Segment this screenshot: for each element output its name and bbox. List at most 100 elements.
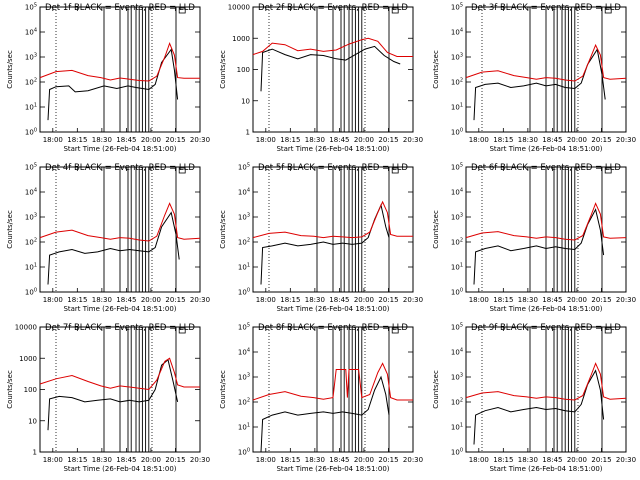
x-tick-label: 20:30 bbox=[616, 296, 636, 304]
chart-panel-2: Det 2f BLACK = Events, RED = LLD11010010… bbox=[219, 3, 423, 153]
x-tick-label: 18:45 bbox=[329, 456, 349, 464]
y-tick-label: 10 bbox=[241, 97, 250, 105]
y-tick-label: 104 bbox=[238, 188, 250, 197]
y-tick-label: 10000 bbox=[15, 324, 37, 332]
series-line-lld bbox=[252, 37, 413, 57]
series-line-events bbox=[473, 48, 606, 121]
y-tick-label: 100 bbox=[238, 288, 250, 297]
y-tick-label: 104 bbox=[238, 348, 250, 357]
series-line-events bbox=[47, 211, 180, 285]
y-tick-label: 102 bbox=[451, 398, 463, 407]
series-line-events bbox=[260, 45, 401, 92]
x-tick-label: 18:15 bbox=[280, 136, 300, 144]
x-tick-label: 20:30 bbox=[190, 296, 210, 304]
x-tick-label: 20:00 bbox=[354, 136, 374, 144]
x-tick-label: 18:30 bbox=[305, 456, 325, 464]
chart-panel-4: Det 4f BLACK = Events, RED = LLD10010110… bbox=[6, 163, 210, 314]
y-tick-label: 102 bbox=[25, 238, 37, 247]
x-tick-label: 18:45 bbox=[116, 136, 136, 144]
x-tick-label: 18:15 bbox=[493, 456, 513, 464]
x-axis-label: Start Time (26-Feb-04 18:51:00) bbox=[63, 145, 176, 153]
y-axis-label: Counts/sec bbox=[6, 370, 14, 409]
y-tick-label: 102 bbox=[238, 238, 250, 247]
y-tick-label: 105 bbox=[451, 3, 463, 12]
x-tick-label: 18:30 bbox=[305, 296, 325, 304]
y-axis-label: Counts/sec bbox=[6, 210, 14, 249]
x-tick-label: 18:45 bbox=[542, 136, 562, 144]
y-tick-label: 1 bbox=[33, 449, 37, 457]
x-tick-label: 18:00 bbox=[469, 136, 489, 144]
series-line-events bbox=[260, 203, 390, 285]
x-tick-label: 20:15 bbox=[165, 136, 185, 144]
y-tick-label: 101 bbox=[451, 263, 463, 272]
x-tick-label: 20:15 bbox=[165, 456, 185, 464]
x-tick-label: 18:15 bbox=[280, 296, 300, 304]
series-line-lld bbox=[39, 42, 200, 82]
legend-box bbox=[391, 7, 399, 14]
y-tick-label: 101 bbox=[25, 263, 37, 272]
x-tick-label: 18:30 bbox=[518, 296, 538, 304]
y-axis-label: Counts/sec bbox=[432, 210, 440, 249]
chart-panel-7: Det 7f BLACK = Events, RED = LLD11010010… bbox=[6, 323, 210, 473]
x-tick-label: 18:30 bbox=[305, 136, 325, 144]
y-tick-label: 100 bbox=[237, 66, 250, 74]
x-tick-label: 18:00 bbox=[469, 456, 489, 464]
y-tick-label: 105 bbox=[238, 323, 250, 332]
y-tick-label: 101 bbox=[451, 423, 463, 432]
y-tick-label: 105 bbox=[25, 3, 37, 12]
y-tick-label: 101 bbox=[238, 423, 250, 432]
series-line-lld bbox=[252, 362, 413, 401]
x-tick-label: 18:15 bbox=[280, 456, 300, 464]
x-tick-label: 18:15 bbox=[67, 296, 87, 304]
x-tick-label: 18:30 bbox=[92, 456, 112, 464]
y-tick-label: 1 bbox=[246, 129, 250, 137]
y-tick-label: 104 bbox=[25, 188, 37, 197]
x-axis-label: Start Time (26-Feb-04 18:51:00) bbox=[63, 465, 176, 473]
y-tick-label: 103 bbox=[451, 53, 463, 62]
x-tick-label: 20:15 bbox=[378, 296, 398, 304]
chart-panel-1: Det 1f BLACK = Events, RED = LLD10010110… bbox=[6, 3, 210, 154]
x-tick-label: 20:30 bbox=[616, 136, 636, 144]
x-axis-label: Start Time (26-Feb-04 18:51:00) bbox=[276, 465, 389, 473]
x-tick-label: 18:00 bbox=[256, 456, 276, 464]
x-tick-label: 20:00 bbox=[141, 296, 161, 304]
x-tick-label: 20:15 bbox=[591, 456, 611, 464]
y-tick-label: 105 bbox=[451, 163, 463, 172]
chart-panel-9: Det 9f BLACK = Events, RED = LLD10010110… bbox=[432, 323, 636, 474]
y-tick-label: 102 bbox=[451, 238, 463, 247]
y-axis-label: Counts/sec bbox=[219, 210, 227, 249]
y-tick-label: 101 bbox=[25, 103, 37, 112]
y-axis-label: Counts/sec bbox=[432, 50, 440, 89]
x-axis-label: Start Time (26-Feb-04 18:51:00) bbox=[489, 305, 602, 313]
legend-box bbox=[391, 327, 399, 334]
y-axis-label: Counts/sec bbox=[6, 50, 14, 89]
chart-panel-8: Det 8f BLACK = Events, RED = LLD10010110… bbox=[219, 323, 423, 474]
x-tick-label: 20:30 bbox=[190, 456, 210, 464]
y-tick-label: 100 bbox=[451, 448, 463, 457]
x-tick-label: 18:00 bbox=[43, 296, 63, 304]
legend-box bbox=[604, 7, 612, 14]
x-tick-label: 20:30 bbox=[403, 296, 423, 304]
x-axis-label: Start Time (26-Feb-04 18:51:00) bbox=[489, 145, 602, 153]
y-tick-label: 10 bbox=[28, 417, 37, 425]
x-tick-label: 18:00 bbox=[43, 456, 63, 464]
x-tick-label: 20:00 bbox=[567, 136, 587, 144]
x-tick-label: 18:45 bbox=[329, 136, 349, 144]
y-tick-label: 101 bbox=[238, 263, 250, 272]
x-tick-label: 18:45 bbox=[542, 296, 562, 304]
x-tick-label: 18:30 bbox=[518, 136, 538, 144]
legend-box bbox=[178, 167, 186, 174]
x-tick-label: 18:15 bbox=[493, 136, 513, 144]
y-tick-label: 104 bbox=[451, 188, 463, 197]
x-axis-label: Start Time (26-Feb-04 18:51:00) bbox=[276, 305, 389, 313]
x-tick-label: 20:00 bbox=[141, 136, 161, 144]
y-tick-label: 102 bbox=[238, 398, 250, 407]
x-tick-label: 18:00 bbox=[43, 136, 63, 144]
y-axis-label: Counts/sec bbox=[219, 50, 227, 89]
y-axis-label: Counts/sec bbox=[432, 370, 440, 409]
series-line-lld bbox=[252, 200, 413, 239]
y-tick-label: 103 bbox=[238, 373, 250, 382]
series-line-lld bbox=[39, 202, 201, 242]
x-tick-label: 20:15 bbox=[378, 456, 398, 464]
